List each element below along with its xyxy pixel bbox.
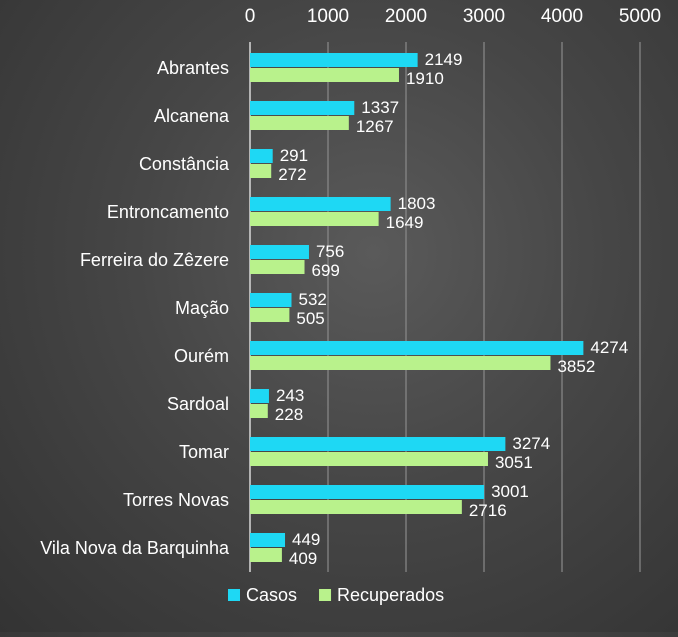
- bar-casos: [250, 53, 418, 67]
- bar-recuperados: [250, 308, 290, 322]
- legend-swatch-recuperados: [319, 589, 332, 601]
- bar-casos: [250, 341, 584, 355]
- bar-casos: [250, 149, 273, 163]
- bar-casos: [250, 533, 286, 547]
- category-label: Ourém: [174, 346, 229, 366]
- bar-recuperados: [250, 500, 462, 514]
- bar-recuperados: [250, 356, 551, 370]
- data-label-recuperados: 3051: [495, 453, 533, 472]
- data-label-casos: 449: [292, 530, 320, 549]
- category-label: Abrantes: [157, 58, 229, 78]
- x-tick-label: 5000: [619, 6, 661, 27]
- data-label-casos: 756: [316, 242, 344, 261]
- data-label-recuperados: 699: [312, 261, 340, 280]
- category-label: Constância: [139, 154, 230, 174]
- data-label-casos: 4274: [590, 338, 628, 357]
- data-label-recuperados: 1267: [356, 117, 394, 136]
- data-label-casos: 243: [276, 386, 304, 405]
- legend-swatch-casos: [228, 589, 240, 601]
- bar-recuperados: [250, 404, 268, 418]
- category-label: Mação: [175, 298, 229, 318]
- bar-casos: [250, 437, 506, 451]
- bar-casos: [250, 101, 355, 115]
- legend-label-casos: Casos: [246, 585, 297, 605]
- data-label-recuperados: 272: [278, 165, 306, 184]
- bar-recuperados: [250, 116, 349, 130]
- x-tick-label: 3000: [463, 6, 505, 27]
- x-tick-label: 2000: [385, 6, 427, 27]
- legend-label-recuperados: Recuperados: [337, 585, 444, 605]
- data-label-casos: 1337: [361, 98, 399, 117]
- category-label: Sardoal: [167, 394, 229, 414]
- data-label-recuperados: 228: [275, 405, 303, 424]
- bar-casos: [250, 389, 269, 403]
- data-label-casos: 1803: [398, 194, 436, 213]
- data-label-recuperados: 505: [296, 309, 324, 328]
- x-tick-label: 1000: [307, 6, 349, 27]
- bar-recuperados: [250, 548, 282, 562]
- data-label-recuperados: 2716: [469, 501, 507, 520]
- bar-recuperados: [250, 68, 399, 82]
- data-label-recuperados: 1910: [406, 69, 444, 88]
- data-label-casos: 2149: [425, 50, 463, 69]
- data-label-casos: 3001: [491, 482, 529, 501]
- bar-recuperados: [250, 164, 272, 178]
- bar-recuperados: [250, 260, 305, 274]
- data-label-recuperados: 409: [289, 549, 317, 568]
- category-label: Torres Novas: [123, 490, 229, 510]
- data-label-recuperados: 3852: [557, 357, 595, 376]
- category-label: Entroncamento: [107, 202, 229, 222]
- bar-recuperados: [250, 212, 379, 226]
- x-tick-label: 4000: [541, 6, 583, 27]
- category-label: Vila Nova da Barquinha: [40, 538, 230, 558]
- bar-recuperados: [250, 452, 488, 466]
- data-label-casos: 532: [298, 290, 326, 309]
- category-label: Ferreira do Zêzere: [80, 250, 229, 270]
- data-label-recuperados: 1649: [386, 213, 424, 232]
- bar-casos: [250, 245, 309, 259]
- category-label: Alcanena: [154, 106, 230, 126]
- bar-casos: [250, 293, 292, 307]
- category-label: Tomar: [179, 442, 229, 462]
- data-label-casos: 291: [280, 146, 308, 165]
- bar-casos: [250, 197, 391, 211]
- x-tick-label: 0: [245, 6, 256, 27]
- bar-casos: [250, 485, 485, 499]
- data-label-casos: 3274: [512, 434, 550, 453]
